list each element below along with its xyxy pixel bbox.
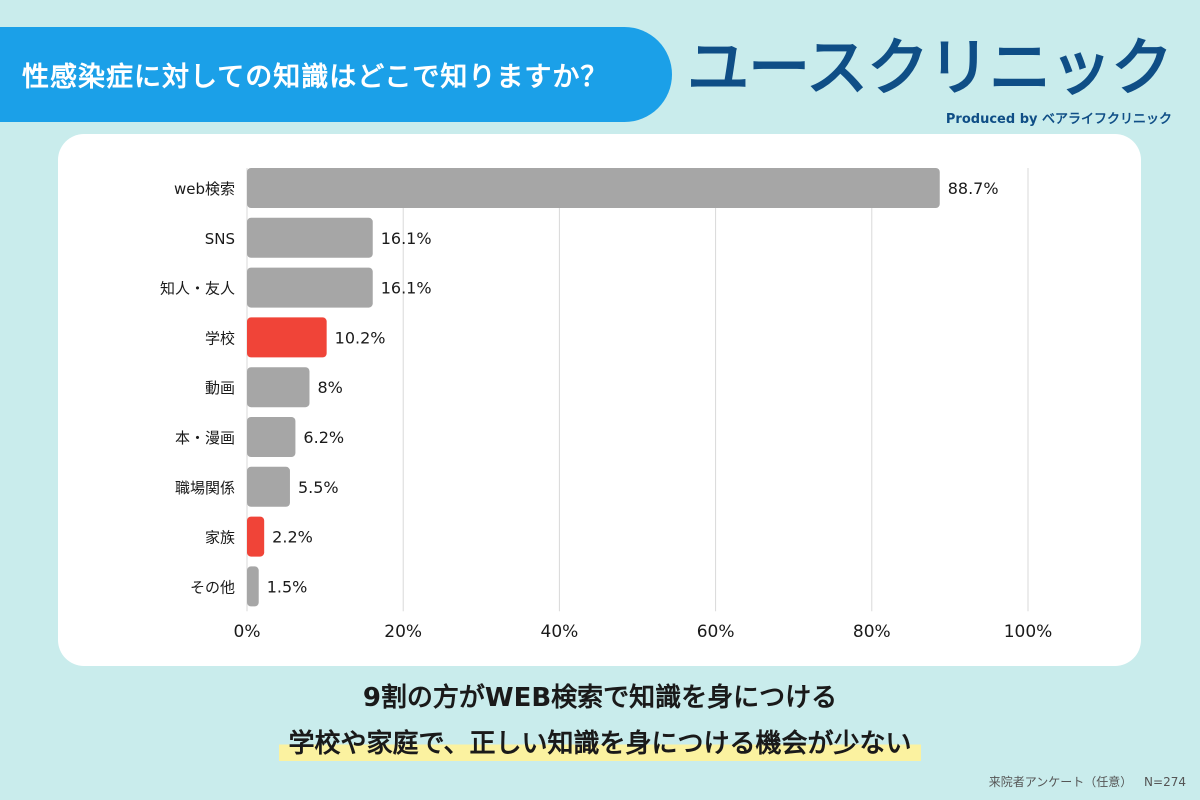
- category-label: 知人・友人: [160, 280, 235, 298]
- x-tick-label: 20%: [384, 622, 422, 642]
- bar: [247, 466, 290, 507]
- bar-chart: 0% 20% 40% 60% 80% 100% web検索 88.7% SNS 16.1% 知人・友…: [160, 168, 1053, 642]
- data-label: 16.1%: [381, 229, 432, 248]
- question-banner: 性感染症に対しての知識はどこで知りますか？: [0, 27, 672, 122]
- x-tick-label: 100%: [1004, 622, 1053, 642]
- survey-footnote: 来院者アンケート（任意） N=274: [988, 775, 1186, 789]
- x-tick-label: 80%: [853, 622, 891, 642]
- data-label: 5.5%: [298, 478, 339, 497]
- bar: [247, 566, 259, 607]
- category-label: 本・漫画: [175, 429, 235, 447]
- category-label: その他: [190, 578, 235, 596]
- question-title: 性感染症に対しての知識はどこで知りますか？: [22, 62, 609, 93]
- data-label: 16.1%: [381, 279, 432, 298]
- x-tick-label: 0%: [234, 622, 261, 642]
- category-label: 家族: [205, 529, 235, 547]
- bar: [247, 267, 373, 308]
- category-label: SNS: [205, 230, 235, 248]
- conclusion-line-1: 9割の方がWEB検索で知識を身につける: [362, 683, 838, 713]
- bar: [247, 217, 373, 258]
- conclusion-line-2-wrapper: 学校や家庭で、正しい知識を身につける機会が少ない: [0, 727, 1200, 761]
- category-label: web検索: [174, 180, 235, 198]
- bar: [247, 168, 940, 208]
- category-label: 動画: [205, 379, 235, 397]
- brand-subtitle: Produced by ベアライフクリニック: [945, 112, 1172, 127]
- chart-panel: 0% 20% 40% 60% 80% 100% web検索 88.7% SNS 16.1% 知人・友…: [58, 134, 1141, 666]
- bar: [247, 367, 310, 408]
- bar: [247, 317, 327, 358]
- data-label: 10.2%: [335, 328, 386, 347]
- brand-name: ユースクリニック: [687, 31, 1173, 104]
- bar: [247, 516, 265, 557]
- data-label: 2.2%: [272, 528, 313, 547]
- x-tick-label: 60%: [697, 622, 735, 642]
- brand-logo: ユースクリニック Produced by ベアライフクリニック: [687, 32, 1186, 128]
- data-label: 1.5%: [267, 577, 308, 596]
- category-label: 学校: [205, 329, 235, 347]
- bar: [247, 417, 296, 457]
- category-label: 職場関係: [175, 479, 235, 497]
- conclusion-line-2: 学校や家庭で、正しい知識を身につける機会が少ない: [278, 727, 922, 761]
- data-label: 88.7%: [948, 179, 999, 198]
- x-tick-label: 40%: [541, 622, 579, 642]
- data-label: 8%: [317, 378, 342, 397]
- data-label: 6.2%: [303, 428, 344, 447]
